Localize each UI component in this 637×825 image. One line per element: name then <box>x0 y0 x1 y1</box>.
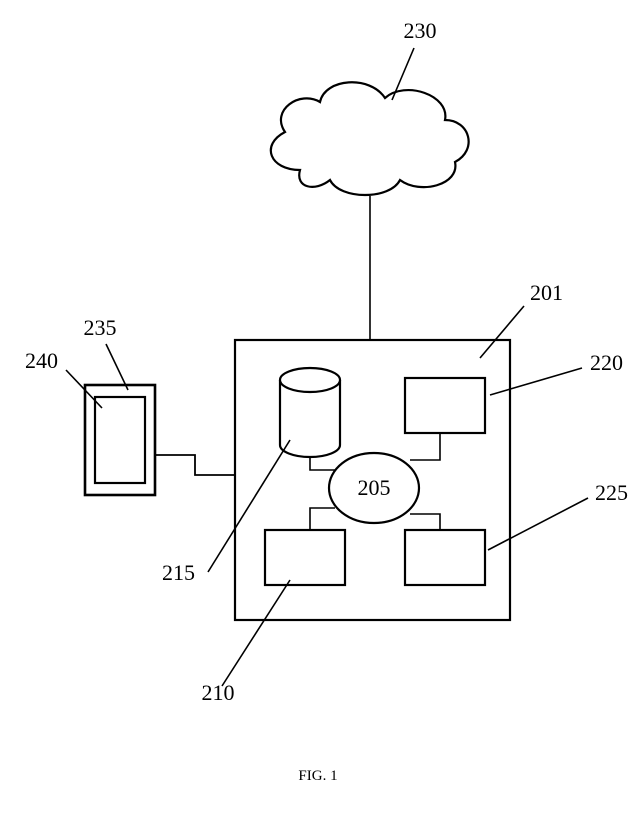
figure-canvas: 230 201 215 220 210 225 205 235 240 FIG.… <box>0 0 637 825</box>
rect-220 <box>405 378 485 433</box>
leader-201 <box>480 306 524 358</box>
rect-210 <box>265 530 345 585</box>
cylinder-shape <box>280 368 340 457</box>
label-240: 240 <box>25 348 58 373</box>
label-205: 205 <box>358 475 391 500</box>
label-210: 210 <box>202 680 235 705</box>
conn-220-bus <box>410 433 440 460</box>
label-225: 225 <box>595 480 628 505</box>
leader-235 <box>106 344 128 390</box>
conn-215-bus <box>310 457 338 470</box>
label-220: 220 <box>590 350 623 375</box>
conn-225-bus <box>410 514 440 530</box>
label-235: 235 <box>84 315 117 340</box>
cloud-shape <box>271 82 469 195</box>
leader-225 <box>488 498 588 550</box>
label-215: 215 <box>162 560 195 585</box>
leader-210 <box>222 580 290 686</box>
rect-225 <box>405 530 485 585</box>
conn-210-bus <box>310 508 335 530</box>
leader-215 <box>208 440 290 572</box>
label-230: 230 <box>404 18 437 43</box>
tablet-inner <box>95 397 145 483</box>
figure-caption: FIG. 1 <box>298 768 337 784</box>
leader-220 <box>490 368 582 395</box>
leader-230 <box>392 48 414 100</box>
conn-tablet-system <box>155 455 235 475</box>
label-201: 201 <box>530 280 563 305</box>
